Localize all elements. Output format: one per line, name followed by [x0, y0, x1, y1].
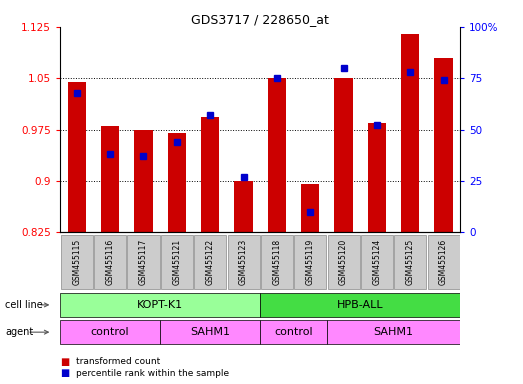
Text: ■: ■: [60, 357, 70, 367]
Bar: [368, 123, 386, 232]
Text: HPB-ALL: HPB-ALL: [337, 300, 383, 310]
Text: GSM455115: GSM455115: [72, 239, 81, 285]
Text: agent: agent: [5, 327, 33, 337]
Bar: [294, 235, 326, 289]
Text: GSM455118: GSM455118: [272, 239, 281, 285]
Text: cell line: cell line: [5, 300, 43, 310]
Bar: [327, 320, 460, 344]
Text: SAHM1: SAHM1: [373, 327, 414, 337]
Bar: [101, 126, 119, 232]
Text: GSM455121: GSM455121: [173, 239, 181, 285]
Text: GSM455125: GSM455125: [406, 239, 415, 285]
Bar: [327, 235, 359, 289]
Bar: [361, 235, 393, 289]
Bar: [234, 181, 253, 232]
Bar: [60, 293, 260, 317]
Text: GSM455117: GSM455117: [139, 239, 148, 285]
Bar: [134, 129, 153, 232]
Bar: [334, 78, 353, 232]
Text: KOPT-K1: KOPT-K1: [137, 300, 183, 310]
Text: GSM455123: GSM455123: [239, 239, 248, 285]
Bar: [61, 235, 93, 289]
Bar: [394, 235, 426, 289]
Bar: [201, 117, 219, 232]
Bar: [67, 82, 86, 232]
Bar: [228, 235, 259, 289]
Bar: [260, 293, 460, 317]
Text: control: control: [91, 327, 130, 337]
Text: GSM455124: GSM455124: [372, 239, 381, 285]
Bar: [435, 58, 453, 232]
Bar: [60, 320, 160, 344]
Bar: [301, 184, 320, 232]
Bar: [128, 235, 160, 289]
Text: GSM455122: GSM455122: [206, 239, 214, 285]
Bar: [260, 320, 327, 344]
Bar: [168, 133, 186, 232]
Text: SAHM1: SAHM1: [190, 327, 230, 337]
Bar: [94, 235, 126, 289]
Text: transformed count: transformed count: [76, 357, 160, 366]
Bar: [261, 235, 293, 289]
Title: GDS3717 / 228650_at: GDS3717 / 228650_at: [191, 13, 329, 26]
Text: GSM455116: GSM455116: [106, 239, 115, 285]
Bar: [160, 320, 260, 344]
Bar: [161, 235, 193, 289]
Text: control: control: [274, 327, 313, 337]
Text: percentile rank within the sample: percentile rank within the sample: [76, 369, 229, 378]
Bar: [401, 34, 419, 232]
Text: ■: ■: [60, 368, 70, 378]
Bar: [268, 78, 286, 232]
Text: GSM455119: GSM455119: [306, 239, 315, 285]
Text: GSM455120: GSM455120: [339, 239, 348, 285]
Text: GSM455126: GSM455126: [439, 239, 448, 285]
Bar: [194, 235, 226, 289]
Bar: [428, 235, 460, 289]
